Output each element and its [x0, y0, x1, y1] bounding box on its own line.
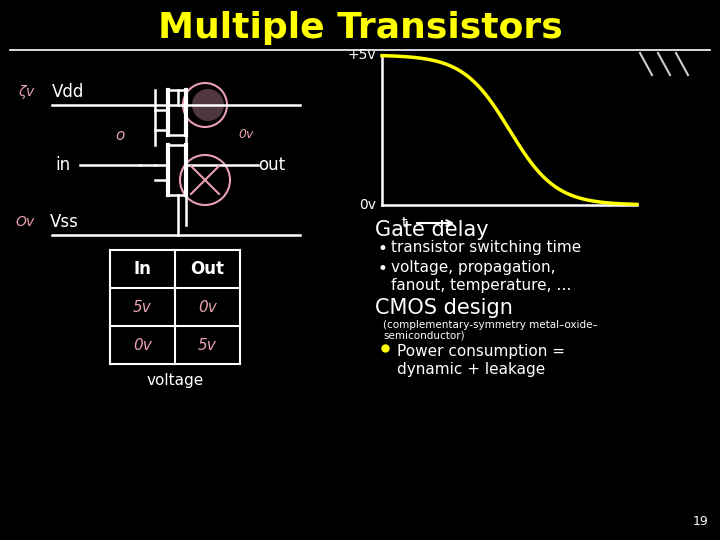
- Text: +5v: +5v: [347, 48, 376, 62]
- Text: Vss: Vss: [50, 213, 79, 231]
- Text: voltage: voltage: [146, 373, 204, 388]
- Text: In: In: [134, 260, 151, 278]
- Text: voltage, propagation,: voltage, propagation,: [391, 260, 556, 275]
- Text: 5v: 5v: [133, 300, 152, 314]
- Text: o: o: [115, 127, 125, 143]
- Circle shape: [192, 89, 224, 121]
- Text: 0v: 0v: [198, 300, 217, 314]
- Text: in: in: [55, 156, 70, 174]
- Text: •: •: [377, 240, 387, 258]
- Text: Multiple Transistors: Multiple Transistors: [158, 11, 562, 45]
- Text: (complementary-symmetry metal–oxide–: (complementary-symmetry metal–oxide–: [383, 320, 598, 330]
- Text: t: t: [402, 216, 408, 230]
- Text: out: out: [258, 156, 285, 174]
- Text: $O$v: $O$v: [15, 215, 36, 229]
- Text: $\zeta$v: $\zeta$v: [18, 83, 36, 101]
- Text: semiconductor): semiconductor): [383, 331, 464, 341]
- Text: Power consumption =: Power consumption =: [397, 344, 565, 359]
- Text: 0v: 0v: [238, 129, 253, 141]
- Text: Vdd: Vdd: [52, 83, 84, 101]
- Text: 0v: 0v: [359, 198, 376, 212]
- Text: 5v: 5v: [198, 338, 217, 353]
- Text: Out: Out: [191, 260, 225, 278]
- Text: transistor switching time: transistor switching time: [391, 240, 581, 255]
- Text: dynamic + leakage: dynamic + leakage: [397, 362, 545, 377]
- Text: CMOS design: CMOS design: [375, 298, 513, 318]
- Text: 0v: 0v: [133, 338, 152, 353]
- Text: 19: 19: [692, 515, 708, 528]
- Text: fanout, temperature, …: fanout, temperature, …: [391, 278, 572, 293]
- Text: •: •: [377, 260, 387, 278]
- Text: Gate delay: Gate delay: [375, 220, 489, 240]
